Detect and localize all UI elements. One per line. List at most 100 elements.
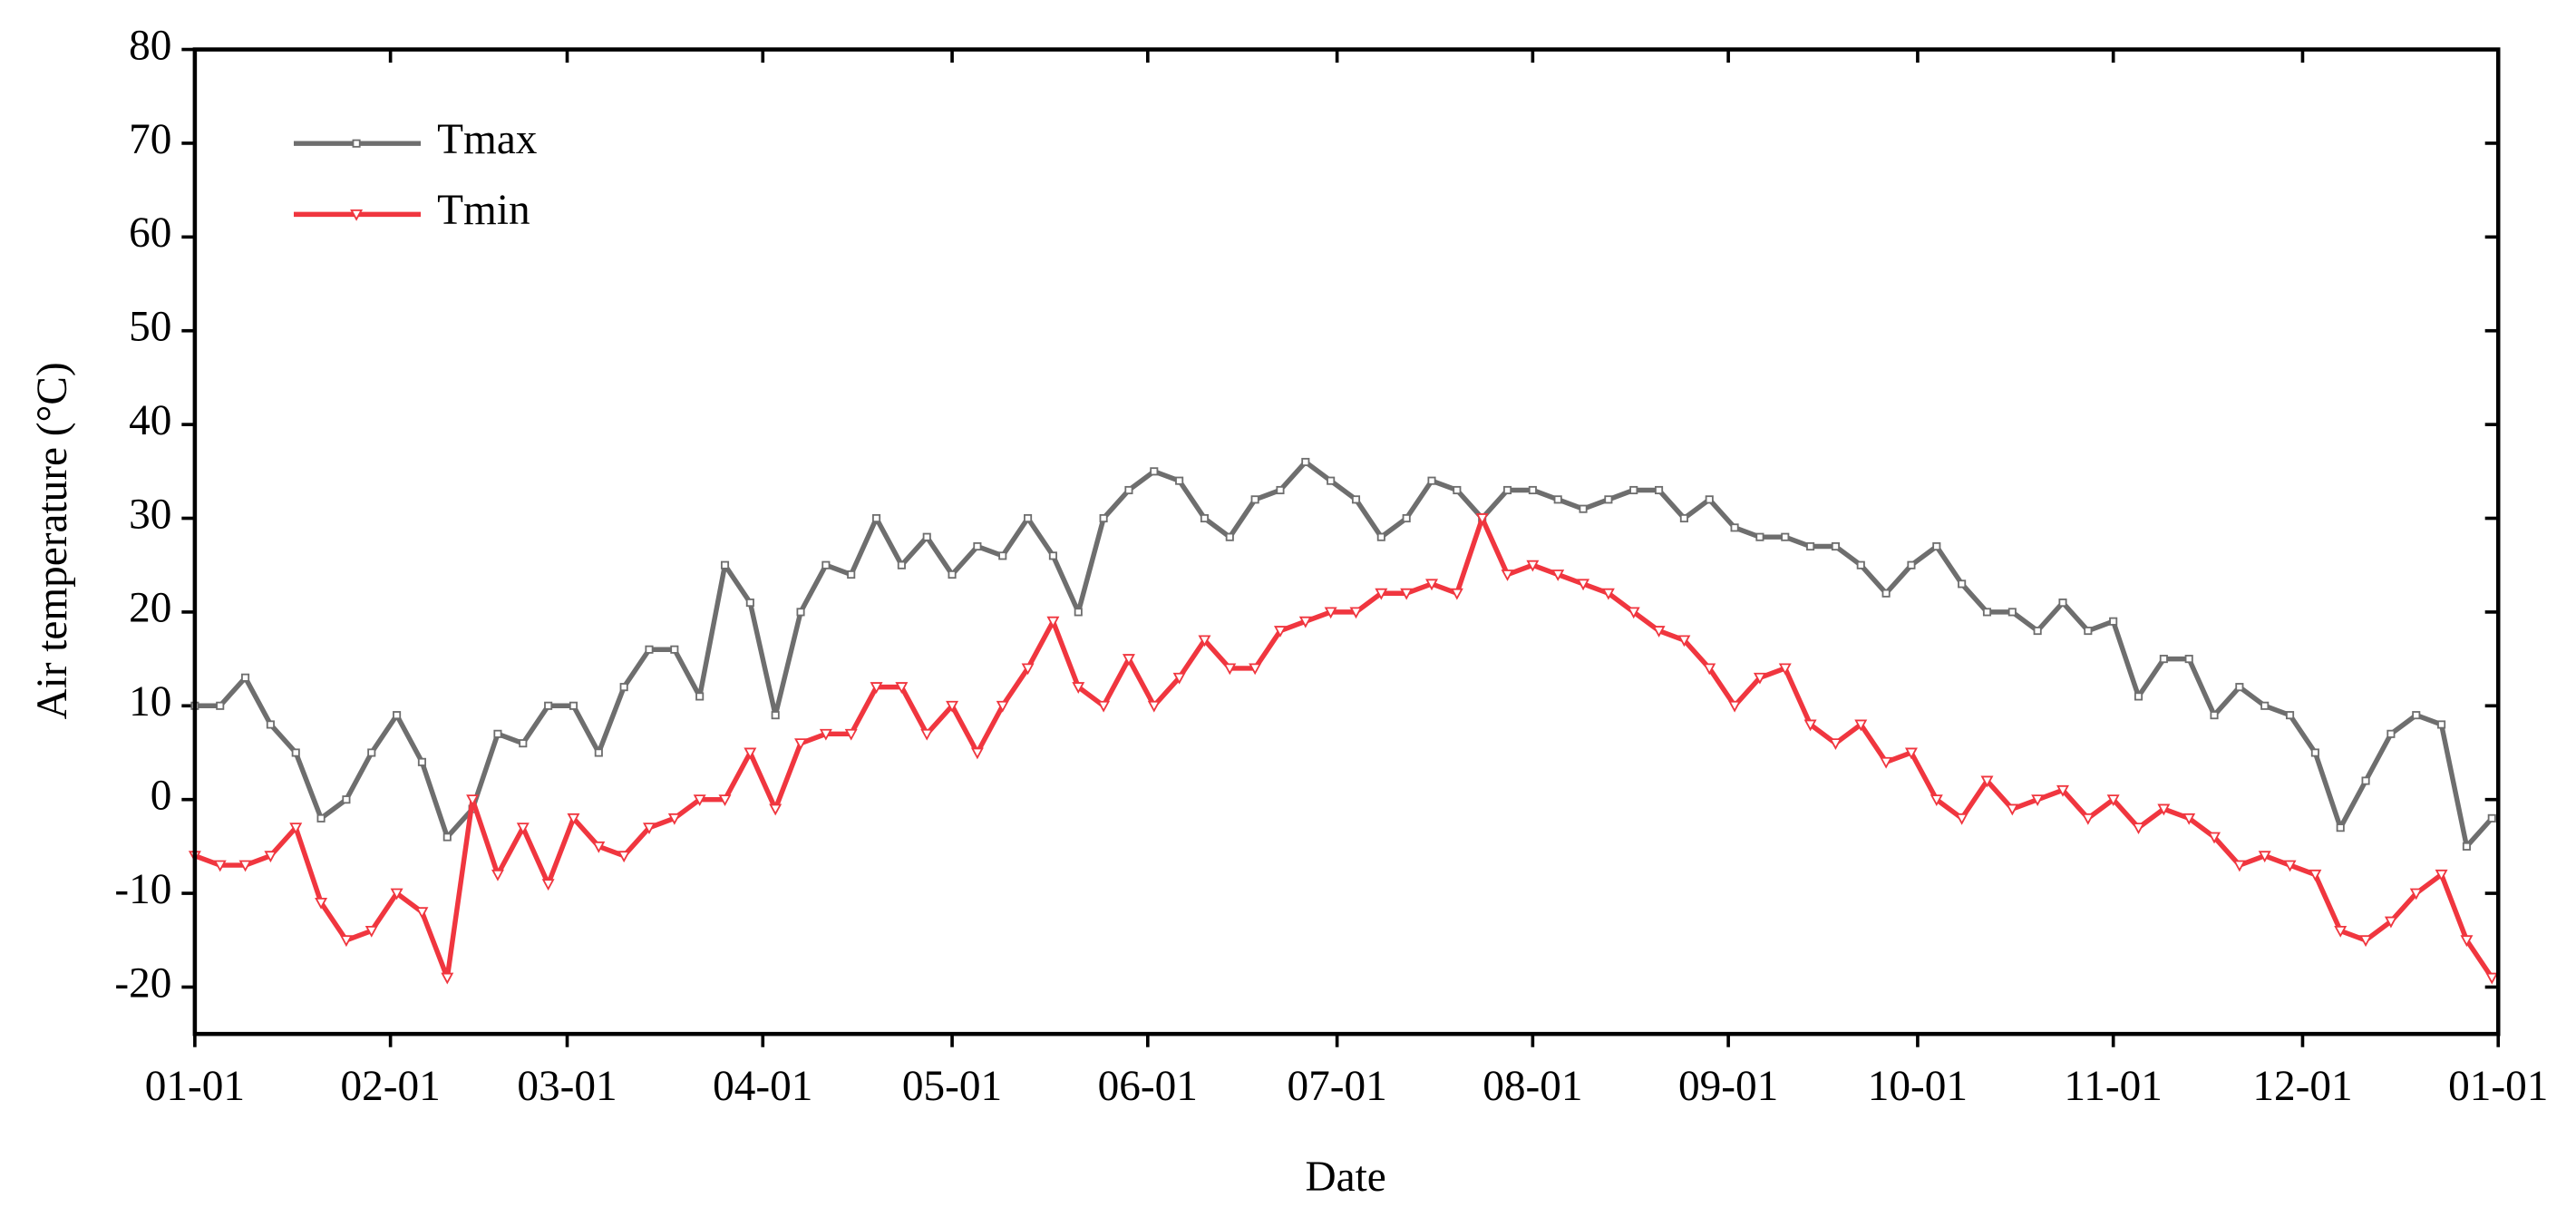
data-point	[339, 935, 353, 948]
data-point	[493, 729, 502, 738]
data-point	[367, 748, 376, 757]
x-axis-label: Date	[1306, 1154, 1386, 1201]
data-point	[1502, 485, 1512, 495]
data-point	[2384, 916, 2397, 929]
data-point	[1147, 700, 1161, 713]
data-point	[2210, 711, 2219, 720]
data-point	[1097, 700, 1111, 713]
data-point	[1021, 663, 1035, 676]
data-point	[1048, 551, 1057, 560]
data-point	[441, 972, 454, 985]
data-point	[365, 925, 378, 938]
data-point	[1831, 541, 1840, 551]
data-point	[594, 748, 603, 757]
data-point	[2235, 683, 2244, 692]
y-axis-label: Air temperature (°C)	[29, 362, 76, 719]
x-tick-label: 11-01	[2064, 1063, 2163, 1110]
data-point	[1982, 608, 1992, 617]
data-point	[1172, 672, 1186, 685]
y-tick-label: 50	[129, 304, 171, 351]
data-point	[1958, 579, 1967, 589]
data-point	[1376, 532, 1385, 541]
data-point	[1046, 616, 1060, 628]
legend-label: Tmax	[437, 116, 538, 163]
data-point	[1679, 513, 1688, 523]
data-point	[1072, 682, 1085, 694]
x-tick-label: 06-01	[1098, 1063, 1198, 1110]
data-point	[769, 803, 783, 816]
data-point	[920, 728, 934, 741]
data-point	[1501, 570, 1514, 581]
data-point	[1629, 485, 1638, 495]
data-point	[1099, 513, 1108, 523]
data-point	[617, 851, 631, 863]
data-point	[643, 823, 656, 835]
data-point	[695, 692, 705, 701]
data-point	[1907, 560, 1916, 570]
data-point	[1526, 560, 1540, 572]
y-tick-label: 20	[129, 585, 171, 632]
data-point	[2106, 794, 2120, 807]
data-point	[1577, 579, 1590, 591]
data-point	[1122, 654, 1135, 666]
data-point	[895, 682, 909, 694]
data-point	[796, 608, 805, 617]
data-point	[238, 860, 252, 872]
data-point	[1829, 738, 1842, 750]
data-point	[415, 907, 429, 920]
data-point	[1249, 663, 1262, 676]
data-point	[1453, 485, 1462, 495]
data-point	[2412, 711, 2421, 720]
data-point	[970, 747, 984, 760]
data-point	[544, 701, 553, 710]
data-point	[1327, 476, 1336, 485]
data-point	[794, 738, 808, 750]
data-point	[1528, 485, 1537, 495]
data-point	[2081, 813, 2095, 825]
data-point	[2409, 888, 2423, 901]
y-tick-label: 40	[129, 397, 171, 444]
data-point	[2208, 832, 2221, 844]
data-point	[1604, 495, 1613, 504]
y-tick-label: 70	[129, 116, 171, 163]
legend-label: Tmin	[437, 187, 530, 234]
data-point	[1655, 485, 1664, 495]
data-point	[1074, 608, 1083, 617]
x-tick-label: 12-01	[2252, 1063, 2352, 1110]
data-point	[2462, 842, 2471, 851]
data-point	[2485, 972, 2499, 985]
data-point	[315, 897, 328, 910]
series-line	[194, 459, 2494, 850]
data-point	[1705, 495, 1714, 504]
data-point	[693, 794, 706, 807]
data-point	[2359, 935, 2373, 948]
data-point	[871, 513, 881, 523]
data-point	[1854, 719, 1868, 732]
data-point	[2033, 627, 2042, 636]
data-point	[1301, 457, 1310, 467]
data-point	[1427, 476, 1436, 485]
data-point	[1932, 541, 1941, 551]
data-point	[670, 645, 679, 654]
data-point	[1225, 532, 1234, 541]
data-point	[1652, 626, 1666, 638]
data-point	[2309, 869, 2322, 881]
data-point	[2460, 935, 2474, 948]
data-point	[844, 728, 858, 741]
data-point	[2031, 794, 2045, 807]
data-point	[1601, 588, 1615, 600]
y-tick-label: 30	[129, 491, 171, 538]
data-point	[2310, 748, 2319, 757]
x-tick-label: 08-01	[1482, 1063, 1582, 1110]
data-point	[569, 701, 578, 710]
x-tick-label: 04-01	[713, 1063, 812, 1110]
data-point	[1223, 663, 1237, 676]
data-point	[771, 711, 780, 720]
data-point	[1250, 495, 1259, 504]
x-tick-label: 10-01	[1868, 1063, 1968, 1110]
data-point	[1856, 560, 1865, 570]
plot-frame	[192, 47, 2501, 1037]
data-point	[342, 795, 351, 804]
y-tick-label: 60	[129, 209, 171, 257]
